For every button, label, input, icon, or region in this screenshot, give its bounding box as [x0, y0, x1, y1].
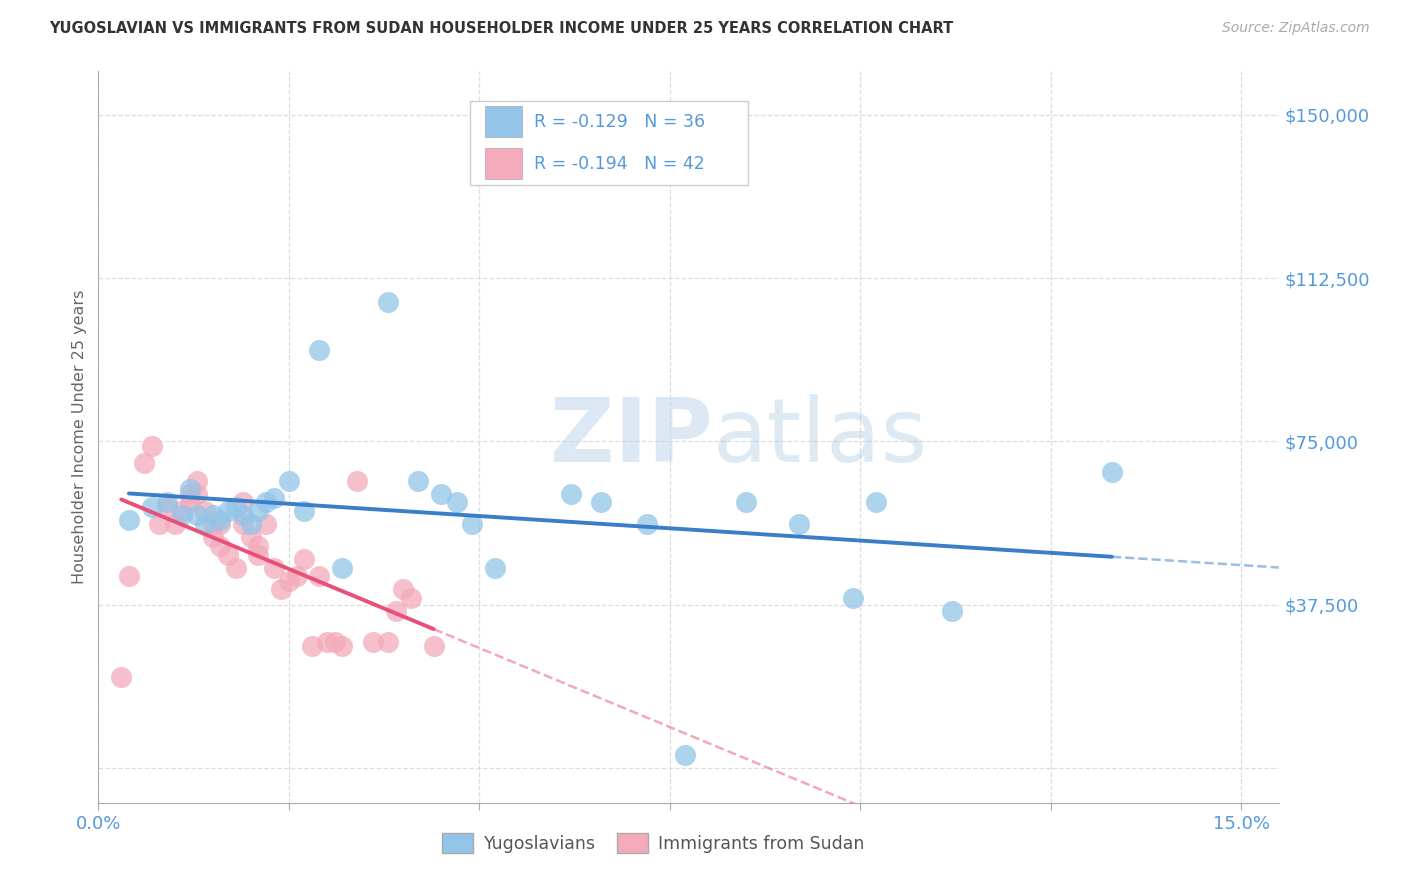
Point: [141, 439, 163, 453]
Point: [430, 486, 453, 500]
Point: [254, 517, 277, 532]
Point: [186, 486, 208, 500]
Point: [179, 483, 201, 497]
Legend: Yugoslavians, Immigrants from Sudan: Yugoslavians, Immigrants from Sudan: [436, 826, 872, 860]
Point: [330, 639, 353, 653]
Point: [201, 530, 224, 544]
Point: [217, 504, 239, 518]
Text: R = -0.194   N = 42: R = -0.194 N = 42: [534, 154, 704, 173]
Point: [789, 517, 811, 532]
Point: [232, 517, 254, 532]
Point: [225, 500, 247, 514]
Point: [225, 560, 247, 574]
Point: [316, 634, 339, 648]
Point: [377, 295, 399, 310]
Text: atlas: atlas: [713, 393, 928, 481]
Point: [277, 474, 299, 488]
Bar: [485, 148, 523, 179]
Point: [209, 539, 232, 553]
Point: [285, 569, 308, 583]
Point: [330, 560, 353, 574]
Point: [194, 504, 217, 518]
Point: [186, 508, 208, 523]
Point: [842, 591, 865, 606]
Point: [301, 639, 323, 653]
Point: [941, 604, 963, 618]
Point: [263, 491, 285, 505]
Point: [308, 569, 330, 583]
Point: [392, 582, 415, 597]
Point: [263, 560, 285, 574]
Point: [399, 591, 422, 606]
Point: [186, 474, 208, 488]
Point: [384, 604, 406, 618]
Point: [118, 569, 141, 583]
Point: [118, 513, 141, 527]
Point: [292, 552, 315, 566]
Point: [292, 504, 315, 518]
Point: [673, 747, 696, 762]
Point: [110, 669, 132, 683]
Text: Source: ZipAtlas.com: Source: ZipAtlas.com: [1222, 21, 1369, 35]
Y-axis label: Householder Income Under 25 years: Householder Income Under 25 years: [72, 290, 87, 584]
Point: [239, 530, 262, 544]
Point: [461, 517, 484, 532]
Point: [172, 504, 194, 518]
Point: [141, 500, 163, 514]
Point: [865, 495, 887, 509]
Point: [201, 508, 224, 523]
Point: [1101, 465, 1123, 479]
Point: [377, 634, 399, 648]
Point: [323, 634, 346, 648]
Point: [591, 495, 613, 509]
Text: YUGOSLAVIAN VS IMMIGRANTS FROM SUDAN HOUSEHOLDER INCOME UNDER 25 YEARS CORRELATI: YUGOSLAVIAN VS IMMIGRANTS FROM SUDAN HOU…: [49, 21, 953, 36]
Point: [209, 513, 232, 527]
Point: [239, 517, 262, 532]
Point: [560, 486, 582, 500]
Point: [247, 504, 270, 518]
Point: [247, 548, 270, 562]
Text: ZIP: ZIP: [550, 393, 713, 481]
Point: [346, 474, 368, 488]
Point: [277, 574, 299, 588]
Bar: [485, 106, 523, 137]
Point: [179, 486, 201, 500]
Point: [148, 517, 170, 532]
Point: [179, 495, 201, 509]
Point: [735, 495, 758, 509]
Point: [134, 456, 156, 470]
Point: [254, 495, 277, 509]
Point: [446, 495, 468, 509]
Point: [232, 495, 254, 509]
Point: [361, 634, 384, 648]
Point: [270, 582, 292, 597]
Point: [172, 508, 194, 523]
Point: [217, 548, 239, 562]
Point: [156, 495, 179, 509]
Point: [163, 517, 186, 532]
Point: [408, 474, 430, 488]
Point: [156, 500, 179, 514]
Point: [247, 539, 270, 553]
Point: [232, 508, 254, 523]
Point: [422, 639, 444, 653]
Point: [484, 560, 506, 574]
Point: [194, 517, 217, 532]
Bar: [471, 101, 748, 185]
Point: [209, 517, 232, 532]
Point: [201, 517, 224, 532]
Text: R = -0.129   N = 36: R = -0.129 N = 36: [534, 112, 706, 130]
Point: [308, 343, 330, 357]
Point: [636, 517, 658, 532]
